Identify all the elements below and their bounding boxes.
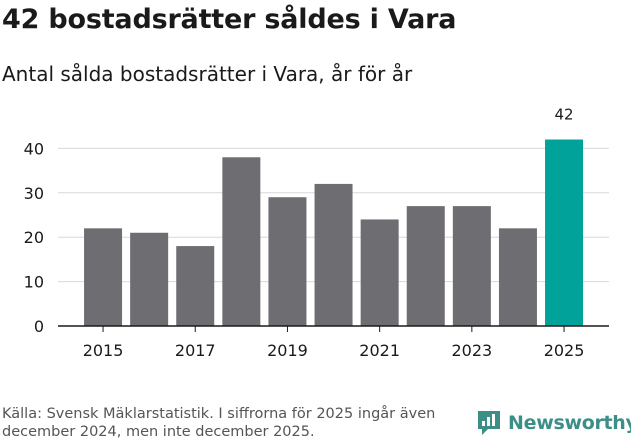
- y-tick-label-0: 0: [34, 317, 44, 336]
- brand-logo[interactable]: Newsworthy: [476, 408, 631, 438]
- y-tick-label-30: 30: [24, 184, 44, 203]
- data-label-2025: 42: [555, 106, 574, 124]
- bar-2015: [84, 228, 123, 326]
- x-tick-label-2023: 2023: [451, 341, 492, 360]
- bar-2024: [498, 228, 537, 326]
- newsworthy-logo-icon: [478, 411, 500, 435]
- bar-2021: [360, 219, 399, 326]
- bar-2022: [406, 206, 445, 326]
- x-tick-label-2019: 2019: [267, 341, 308, 360]
- source-note: Källa: Svensk Mäklarstatistik. I siffror…: [2, 406, 436, 440]
- y-tick-label-40: 40: [24, 139, 44, 158]
- chart-subtitle: Antal sålda bostadsrätter i Vara, år för…: [2, 62, 413, 86]
- bar-2023: [452, 206, 491, 326]
- x-tick-label-2025: 2025: [544, 341, 585, 360]
- x-tick-label-2021: 2021: [359, 341, 400, 360]
- x-tick-label-2015: 2015: [83, 341, 124, 360]
- bar-2016: [130, 232, 169, 326]
- x-tick-label-2017: 2017: [175, 341, 216, 360]
- bar-2018: [222, 157, 261, 326]
- bar-2019: [268, 197, 307, 326]
- bar-2025: [545, 139, 584, 326]
- bar-2017: [176, 246, 215, 326]
- chart-title: 42 bostadsrätter såldes i Vara: [2, 4, 457, 35]
- y-tick-label-10: 10: [24, 273, 44, 292]
- bar-2020: [314, 183, 353, 326]
- y-tick-label-20: 20: [24, 228, 44, 247]
- brand-name: Newsworthy: [508, 412, 631, 434]
